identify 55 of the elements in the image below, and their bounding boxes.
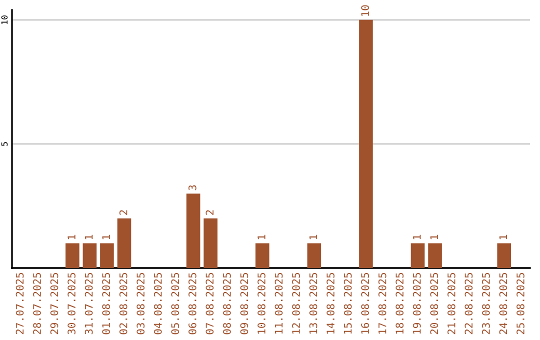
x-tick-label: 14.08.2025 [326, 273, 334, 334]
bar [186, 194, 200, 268]
x-tick-label: 20.08.2025 [430, 273, 438, 334]
x-tick-label: 23.08.2025 [482, 273, 490, 334]
x-tick-label: 09.08.2025 [240, 273, 248, 334]
x-tick-label: 15.08.2025 [344, 273, 352, 334]
x-tick-label: 18.08.2025 [396, 273, 404, 334]
bar [255, 243, 270, 268]
y-tick-label: 5 [1, 142, 8, 146]
x-tick-label: 05.08.2025 [171, 273, 180, 334]
x-tick-label: 30.07.2025 [68, 273, 76, 334]
x-tick-label: 07.08.2025 [206, 273, 214, 334]
bar [497, 243, 512, 268]
x-tick-label: 19.08.2025 [412, 273, 421, 334]
bar [117, 218, 132, 268]
x-tick-label: 28.07.2025 [33, 273, 41, 334]
x-tick-label: 03.08.2025 [136, 273, 145, 334]
data-label: 1 [85, 234, 93, 240]
x-tick-label: 31.07.2025 [84, 273, 93, 334]
x-tick-label: 27.07.2025 [16, 273, 24, 334]
x-tick-label: 06.08.2025 [188, 273, 196, 334]
x-tick-label: 13.08.2025 [309, 273, 318, 334]
bar [307, 243, 322, 268]
bar [100, 243, 114, 268]
data-label: 1 [309, 234, 318, 240]
x-tick-label: 12.08.2025 [292, 273, 300, 334]
x-tick-label: 01.08.2025 [102, 273, 110, 334]
bar [66, 243, 80, 268]
x-tick-label: 17.08.2025 [378, 273, 386, 334]
x-tick-label: 25.08.2025 [516, 273, 524, 334]
data-label: 1 [102, 234, 110, 240]
data-label: 1 [258, 234, 266, 240]
data-label: 3 [188, 185, 196, 190]
bar [82, 243, 97, 268]
bar [359, 20, 373, 268]
x-tick-label: 21.08.2025 [447, 273, 456, 334]
data-label: 1 [430, 234, 438, 240]
x-tick-label: 08.08.2025 [223, 273, 231, 334]
x-tick-label: 16.08.2025 [361, 273, 370, 334]
x-tick-label: 04.08.2025 [154, 273, 162, 334]
data-label: 1 [413, 234, 421, 240]
bar [204, 218, 218, 268]
x-tick-label: 02.08.2025 [119, 273, 128, 334]
bar [410, 243, 425, 268]
x-tick-label: 24.08.2025 [499, 273, 508, 334]
data-label: 2 [119, 210, 128, 215]
x-tick-label: 11.08.2025 [274, 273, 283, 334]
x-tick-label: 22.08.2025 [464, 273, 473, 334]
data-label: 1 [499, 234, 507, 240]
data-label: 2 [206, 210, 214, 215]
data-label: 10 [361, 5, 370, 16]
data-label: 1 [68, 234, 76, 240]
x-tick-label: 29.07.2025 [50, 273, 58, 334]
bar [428, 243, 442, 268]
x-tick-label: 10.08.2025 [258, 273, 266, 334]
